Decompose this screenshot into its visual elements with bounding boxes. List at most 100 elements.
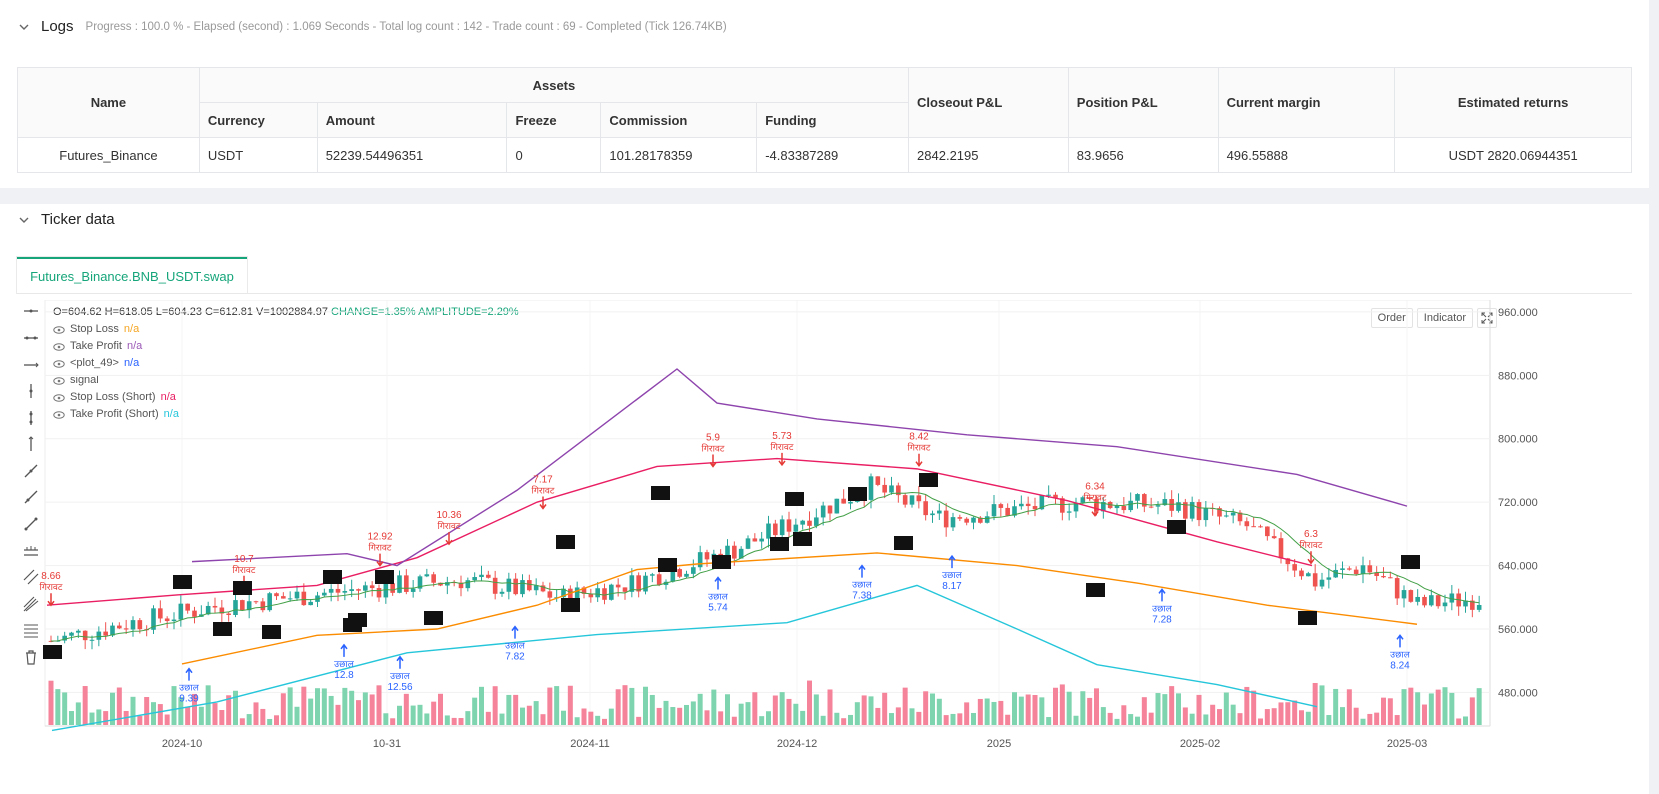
volume-bar bbox=[581, 708, 587, 725]
table-row: Futures_Binance USDT 52239.54496351 0 10… bbox=[17, 137, 1632, 173]
legend-item[interactable]: Take Profit n/a bbox=[53, 338, 519, 355]
x-tick-label: 2024-11 bbox=[570, 738, 610, 750]
horizontal-ray-icon[interactable] bbox=[22, 329, 40, 347]
vertical-ray-icon[interactable] bbox=[22, 435, 40, 453]
price-range-icon[interactable] bbox=[22, 542, 40, 560]
candle-body bbox=[1060, 498, 1065, 513]
volume-bar bbox=[110, 692, 115, 725]
legend-item[interactable]: <plot_49> n/a bbox=[53, 355, 519, 372]
candle-body bbox=[540, 585, 546, 592]
volume-bar bbox=[144, 697, 150, 725]
volume-bar bbox=[827, 689, 833, 725]
legend-item[interactable]: Take Profit (Short) n/a bbox=[53, 406, 519, 423]
ray-icon[interactable] bbox=[22, 488, 40, 506]
volume-bar bbox=[745, 702, 751, 725]
candle-body bbox=[164, 618, 170, 622]
expand-icon[interactable] bbox=[1477, 308, 1497, 328]
logs-title: Logs bbox=[41, 18, 74, 35]
eye-icon[interactable] bbox=[53, 393, 65, 402]
candle-body bbox=[110, 625, 115, 636]
trade-marker bbox=[1086, 583, 1105, 597]
horizontal-line-icon[interactable] bbox=[22, 302, 40, 320]
buy-arrow-icon bbox=[511, 625, 519, 639]
volume-bar bbox=[308, 698, 314, 725]
legend-item[interactable]: Stop Loss (Short) n/a bbox=[53, 389, 519, 406]
legend-item[interactable]: Stop Loss n/a bbox=[53, 321, 519, 338]
volume-bar bbox=[875, 707, 881, 725]
volume-bar bbox=[246, 714, 252, 725]
chevron-down-icon[interactable] bbox=[17, 20, 31, 34]
eye-icon[interactable] bbox=[53, 410, 65, 419]
eye-icon[interactable] bbox=[53, 325, 65, 334]
trash-icon[interactable] bbox=[22, 648, 40, 666]
chart-area[interactable]: O=604.62 H=618.05 L=604.23 C=612.81 V=10… bbox=[17, 300, 1649, 794]
legend-item[interactable]: signal bbox=[53, 372, 519, 389]
sell-signal-text: गिरावट bbox=[233, 564, 256, 576]
candle-body bbox=[62, 635, 67, 641]
price-chart[interactable]: 960.000 880.000 800.000 720.000 640.000 560.0… bbox=[17, 300, 1649, 794]
candle-body bbox=[950, 517, 956, 528]
volume-bar bbox=[1271, 708, 1277, 725]
candle-body bbox=[158, 608, 163, 619]
volume-bar bbox=[1469, 697, 1475, 725]
trade-marker bbox=[556, 535, 575, 549]
volume-bar bbox=[1442, 687, 1448, 725]
volume-bar bbox=[1456, 718, 1462, 725]
candle-body bbox=[841, 498, 846, 504]
volume-bar bbox=[130, 696, 136, 725]
candle-body bbox=[896, 485, 901, 496]
pitchfork-icon[interactable] bbox=[22, 595, 40, 613]
volume-bar bbox=[212, 703, 218, 725]
order-button[interactable]: Order bbox=[1370, 308, 1413, 328]
volume-bar bbox=[356, 700, 361, 725]
chevron-down-icon[interactable] bbox=[17, 213, 31, 227]
candle-body bbox=[1128, 500, 1133, 511]
eye-icon[interactable] bbox=[53, 376, 65, 385]
volume-bar bbox=[116, 687, 122, 725]
candle-body bbox=[117, 625, 122, 629]
vertical-line-icon[interactable] bbox=[22, 382, 40, 400]
take-profit-short-line bbox=[51, 584, 1318, 732]
candle-body bbox=[1360, 565, 1366, 574]
x-tick-label: 2024-12 bbox=[777, 738, 817, 750]
ticker-header[interactable]: Ticker data bbox=[17, 211, 115, 228]
volume-bar bbox=[1046, 717, 1052, 725]
volume-bar bbox=[1374, 712, 1380, 725]
buy-arrow-icon bbox=[185, 667, 193, 681]
volume-bar bbox=[451, 717, 457, 725]
candle-body bbox=[1271, 536, 1277, 539]
candle-body bbox=[1429, 595, 1434, 606]
sell-signal-value: 12.92 bbox=[367, 532, 392, 543]
trend-line-icon[interactable] bbox=[22, 462, 40, 480]
trade-marker bbox=[323, 570, 342, 584]
candle-body bbox=[1039, 495, 1045, 510]
eye-icon[interactable] bbox=[53, 342, 65, 351]
fib-retracement-icon[interactable] bbox=[22, 621, 40, 639]
segment-icon[interactable] bbox=[22, 515, 40, 533]
logs-header[interactable]: Logs Progress : 100.0 % - Elapsed (secon… bbox=[17, 18, 727, 35]
buy-arrow-icon bbox=[948, 554, 956, 569]
volume-bar bbox=[253, 702, 259, 725]
volume-bar bbox=[943, 715, 949, 725]
volume-bar bbox=[1066, 691, 1072, 725]
candle-body bbox=[404, 575, 409, 592]
volume-bar bbox=[1319, 685, 1325, 725]
sell-arrow-icon bbox=[709, 454, 717, 468]
vertical-segment-icon[interactable] bbox=[22, 409, 40, 427]
candle-body bbox=[1401, 590, 1407, 599]
eye-icon[interactable] bbox=[53, 359, 65, 368]
candle-body bbox=[814, 517, 819, 526]
parallel-channel-icon[interactable] bbox=[22, 568, 40, 586]
trade-marker bbox=[770, 537, 789, 551]
indicator-button[interactable]: Indicator bbox=[1416, 308, 1473, 328]
x-tick-label: 2024-10 bbox=[162, 738, 202, 750]
candle-body bbox=[622, 587, 628, 592]
candle-body bbox=[219, 607, 225, 614]
candle-body bbox=[1196, 502, 1202, 521]
tab-bnb-usdt-swap[interactable]: Futures_Binance.BNB_USDT.swap bbox=[17, 257, 247, 293]
drawing-toolbar bbox=[17, 300, 45, 794]
extended-line-icon[interactable] bbox=[22, 356, 40, 374]
volume-bar bbox=[957, 713, 963, 725]
volume-bar bbox=[485, 711, 491, 725]
volume-bar bbox=[684, 704, 689, 725]
